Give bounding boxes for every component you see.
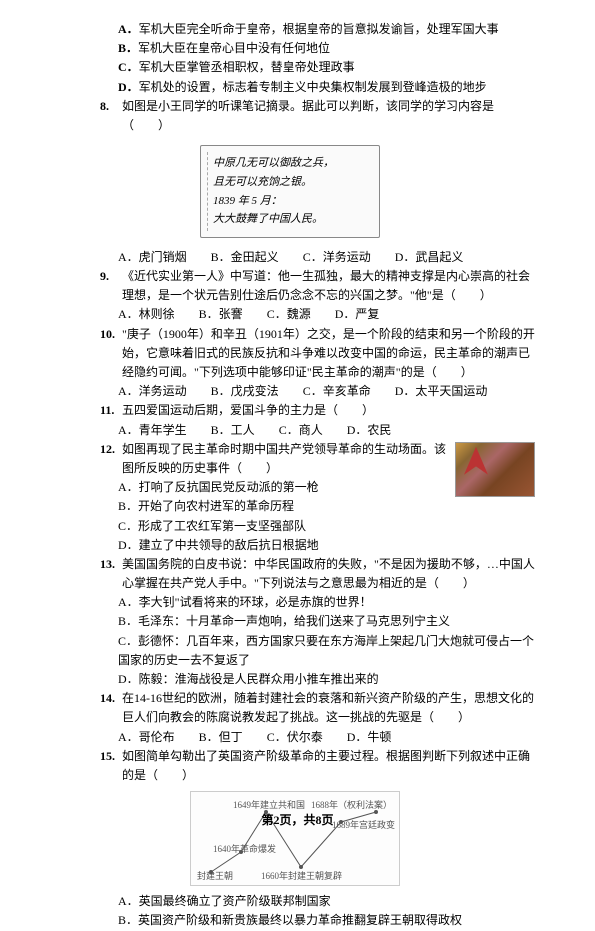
- graph-label-1: 封建王朝: [197, 869, 233, 883]
- q13-num: 13.: [100, 555, 122, 593]
- q13-b: B．毛泽东：十月革命一声炮响，给我们送来了马克思列宁主义: [118, 612, 535, 631]
- q7-option-d: D．军机处的设置，标志着专制主义中央集权制发展到登峰造极的地步: [118, 78, 535, 97]
- q11-num: 11.: [100, 401, 122, 420]
- graph-label-2: 1640年革命爆发: [213, 842, 276, 856]
- q9-a: A．林则徐: [118, 305, 175, 324]
- q14-options: A．哥伦布 B．但丁 C．伏尔泰 D．牛顿: [118, 728, 535, 747]
- q13-a: A．李大钊"试看将来的环球，必是赤旗的世界！: [118, 593, 535, 612]
- q10-c: C．辛亥革命: [303, 382, 371, 401]
- q14-c: C．伏尔泰: [267, 728, 323, 747]
- question-12: 12. 如图再现了民主革命时期中国共产党领导革命的生动场面。该图所反映的历史事件…: [100, 440, 447, 478]
- q10-d: D．太平天国运动: [395, 382, 488, 401]
- q9-c: C．魏源: [267, 305, 311, 324]
- q14-b: B．但丁: [199, 728, 243, 747]
- q15-a: A．英国最终确立了资产阶级联邦制国家: [118, 892, 535, 911]
- q8-a: A．虎门销烟: [118, 248, 187, 267]
- q14-a: A．哥伦布: [118, 728, 175, 747]
- q8-note-line3: 1839 年 5 月：: [213, 192, 367, 211]
- q14-text: 在14-16世纪的欧洲，随着封建社会的衰落和新兴资产阶级的产生，思想文化的巨人们…: [122, 689, 535, 727]
- q10-options: A．洋务运动 B．戊戌变法 C．辛亥革命 D．太平天国运动: [118, 382, 535, 401]
- q11-a: A．青年学生: [118, 421, 187, 440]
- page-footer: 第2页，共8页: [0, 811, 595, 830]
- question-8: 8. 如图是小王同学的听课笔记摘录。据此可以判断，该同学的学习内容是（ ）: [100, 97, 535, 135]
- q8-d: D．武昌起义: [395, 248, 464, 267]
- q10-b: B．戊戌变法: [211, 382, 279, 401]
- question-10: 10. "庚子（1900年）和辛丑（1901年）之交，是一个阶段的结束和另一个阶…: [100, 325, 535, 383]
- q9-d: D．严复: [335, 305, 380, 324]
- q8-note-line1: 中原几无可以御敌之兵，: [213, 154, 367, 173]
- q10-text: "庚子（1900年）和辛丑（1901年）之交，是一个阶段的结束和另一个阶段的开始…: [122, 325, 535, 383]
- q12-d: D．建立了中共领导的敌后抗日根据地: [118, 536, 535, 555]
- q7-option-b: B．军机大臣在皇帝心目中没有任何地位: [118, 39, 535, 58]
- q8-text: 如图是小王同学的听课笔记摘录。据此可以判断，该同学的学习内容是（ ）: [122, 97, 535, 135]
- q7-option-a: A．军机大臣完全听命于皇帝，根据皇帝的旨意拟发谕旨，处理军国大事: [118, 20, 535, 39]
- q14-d: D．牛顿: [347, 728, 392, 747]
- q8-note-line2: 且无可以充饷之银。: [213, 173, 367, 192]
- q12-b: B．开始了向农村进军的革命历程: [118, 497, 535, 516]
- q13-text: 美国国务院的白皮书说：中华民国政府的失败，"不是因为援助不够，…中国人心掌握在共…: [122, 555, 535, 593]
- q8-note-box: 中原几无可以御敌之兵， 且无可以充饷之银。 1839 年 5 月： 大大鼓舞了中…: [200, 145, 380, 238]
- q8-note-line4: 大大鼓舞了中国人民。: [213, 210, 367, 229]
- q8-num: 8.: [100, 97, 122, 135]
- q7-option-c: C．军机大臣掌管丞相职权，替皇帝处理政事: [118, 58, 535, 77]
- q11-b: B．工人: [211, 421, 255, 440]
- q8-options: A．虎门销烟 B．金田起义 C．洋务运动 D．武昌起义: [118, 248, 535, 267]
- q12-text: 如图再现了民主革命时期中国共产党领导革命的生动场面。该图所反映的历史事件（ ）: [122, 440, 447, 478]
- q11-c: C．商人: [279, 421, 323, 440]
- q15-graph: 封建王朝 1640年革命爆发 1649年建立共和国 1660年封建王朝复辟 16…: [190, 791, 400, 886]
- q10-a: A．洋务运动: [118, 382, 187, 401]
- q11-options: A．青年学生 B．工人 C．商人 D．农民: [118, 421, 535, 440]
- graph-label-4: 1660年封建王朝复辟: [261, 869, 342, 883]
- q13-d: D．陈毅：淮海战役是人民群众用小推车推出来的: [118, 670, 535, 689]
- q9-num: 9.: [100, 267, 122, 305]
- q11-d: D．农民: [347, 421, 392, 440]
- q8-c: C．洋务运动: [303, 248, 371, 267]
- question-14: 14. 在14-16世纪的欧洲，随着封建社会的衰落和新兴资产阶级的产生，思想文化…: [100, 689, 535, 727]
- q12-image: [455, 442, 535, 497]
- q15-b: B．英国资产阶级和新贵族最终以暴力革命推翻复辟王朝取得政权: [118, 911, 535, 930]
- q12-num: 12.: [100, 440, 122, 478]
- q13-c: C．彭德怀：几百年来，西方国家只要在东方海岸上架起几门大炮就可侵占一个国家的历史…: [118, 632, 535, 670]
- q15-text: 如图简单勾勒出了英国资产阶级革命的主要过程。根据图判断下列叙述中正确的是（ ）: [122, 747, 535, 785]
- q9-options: A．林则徐 B．张謇 C．魏源 D．严复: [118, 305, 535, 324]
- q12-c: C．形成了工农红军第一支坚强部队: [118, 517, 535, 536]
- q15-num: 15.: [100, 747, 122, 785]
- q10-num: 10.: [100, 325, 122, 383]
- q9-b: B．张謇: [199, 305, 243, 324]
- question-15: 15. 如图简单勾勒出了英国资产阶级革命的主要过程。根据图判断下列叙述中正确的是…: [100, 747, 535, 785]
- q11-text: 五四爱国运动后期，爱国斗争的主力是（ ）: [122, 401, 535, 420]
- q9-text: 《近代实业第一人》中写道：他一生孤独，最大的精神支撑是内心崇高的社会理想，是一个…: [122, 267, 535, 305]
- question-13: 13. 美国国务院的白皮书说：中华民国政府的失败，"不是因为援助不够，…中国人心…: [100, 555, 535, 593]
- q14-num: 14.: [100, 689, 122, 727]
- q8-b: B．金田起义: [211, 248, 279, 267]
- question-11: 11. 五四爱国运动后期，爱国斗争的主力是（ ）: [100, 401, 535, 420]
- question-9: 9. 《近代实业第一人》中写道：他一生孤独，最大的精神支撑是内心崇高的社会理想，…: [100, 267, 535, 305]
